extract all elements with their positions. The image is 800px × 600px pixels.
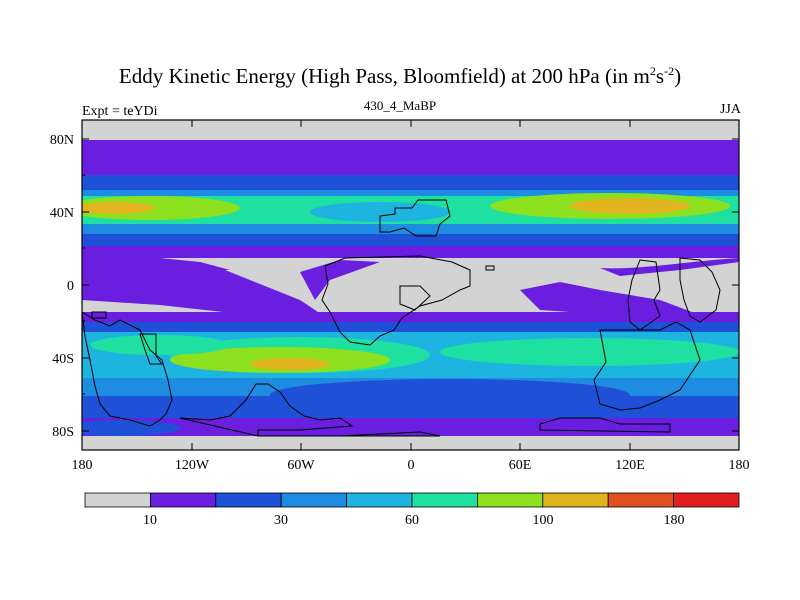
lat-label: 80N	[50, 133, 74, 148]
colorbar-box	[346, 492, 413, 508]
colorbar-box	[84, 492, 151, 508]
colorbar-label: 100	[533, 513, 554, 528]
colorbar-box	[542, 492, 609, 508]
band-north-5	[82, 234, 739, 248]
lat-label: 40N	[50, 206, 74, 221]
colorbar-label: 180	[664, 513, 685, 528]
map-subtitle: 430_4_MaBP	[363, 98, 437, 113]
lon-label: 0	[408, 458, 415, 473]
band-north-1	[82, 140, 739, 180]
colorbar	[84, 492, 740, 508]
lon-ticks	[191, 120, 631, 450]
lat-label: 0	[67, 279, 74, 294]
colorbar-box	[411, 492, 478, 508]
colorbar-box	[149, 492, 217, 508]
lon-label: 180	[72, 458, 93, 473]
colorbar-box	[280, 492, 348, 508]
band-north-6	[82, 246, 739, 260]
map-title: Eddy Kinetic Energy (High Pass, Bloomfie…	[118, 64, 682, 88]
colorbar-label: 10	[143, 513, 157, 528]
season-label: JJA	[719, 102, 741, 117]
lon-label: 60E	[509, 458, 532, 473]
colorbar-box	[607, 492, 675, 508]
lon-label: 120W	[175, 458, 210, 473]
band-south-6	[82, 418, 739, 438]
lat-label: 40S	[52, 352, 74, 367]
lon-label: 120E	[615, 458, 645, 473]
lat-ticks	[82, 138, 739, 432]
filled-contour-field	[82, 120, 739, 450]
colorbar-box	[476, 492, 544, 508]
lon-label: 60W	[287, 458, 315, 473]
lat-label: 80S	[52, 425, 74, 440]
colorbar-box	[673, 492, 740, 508]
colorbar-label: 60	[405, 513, 419, 528]
colorbar-box	[215, 492, 282, 508]
lon-label: 180	[729, 458, 750, 473]
band-north-2	[82, 175, 739, 193]
coastlines	[82, 199, 721, 437]
experiment-label: Expt = teYDi	[82, 104, 158, 119]
colorbar-label: 30	[274, 513, 288, 528]
band-north-4	[82, 224, 739, 236]
